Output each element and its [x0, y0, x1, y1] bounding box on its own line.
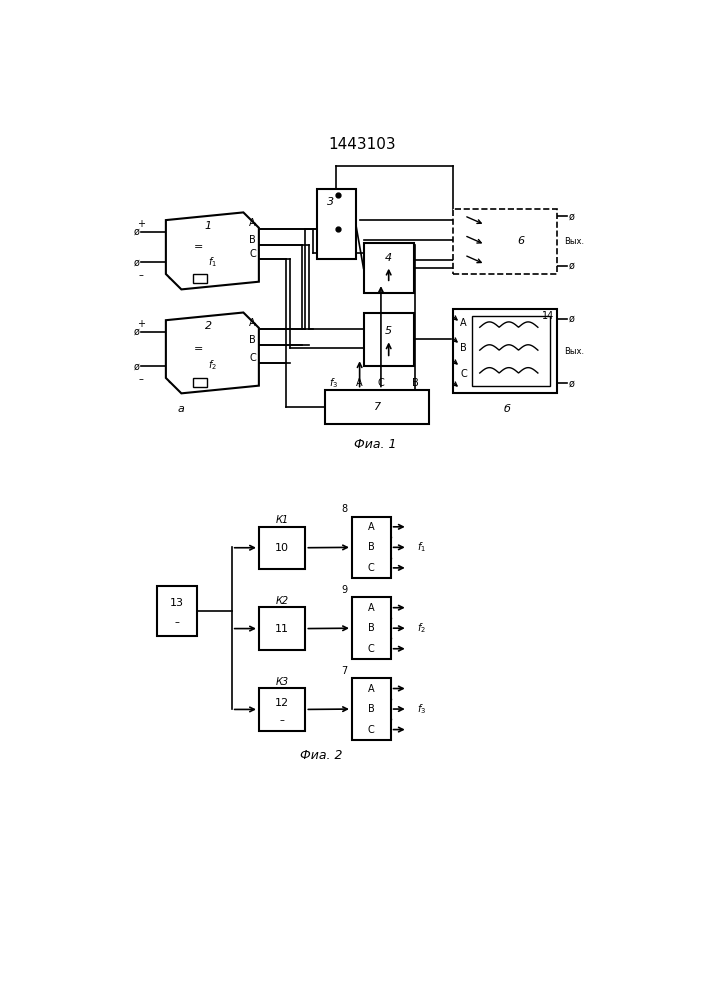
Text: 4: 4	[385, 253, 392, 263]
FancyBboxPatch shape	[352, 678, 391, 740]
Text: 8: 8	[341, 504, 347, 514]
Text: C: C	[368, 725, 375, 735]
Text: 3: 3	[327, 197, 334, 207]
Text: Фиа. 2: Фиа. 2	[300, 749, 342, 762]
Text: A: A	[368, 522, 375, 532]
Text: $f_1$: $f_1$	[208, 256, 217, 269]
FancyBboxPatch shape	[363, 312, 414, 366]
Text: ø: ø	[134, 327, 139, 337]
Text: К1: К1	[276, 515, 288, 525]
Text: B: B	[368, 704, 375, 714]
Text: =: =	[194, 344, 203, 354]
Text: A: A	[250, 318, 256, 328]
Text: ø: ø	[568, 211, 574, 221]
Polygon shape	[166, 312, 259, 393]
FancyBboxPatch shape	[317, 189, 356, 259]
Text: К3: К3	[276, 677, 288, 687]
Text: C: C	[250, 249, 256, 259]
FancyBboxPatch shape	[363, 243, 414, 293]
Text: A: A	[368, 684, 375, 694]
Text: B: B	[250, 235, 256, 245]
FancyBboxPatch shape	[156, 586, 197, 636]
FancyBboxPatch shape	[472, 316, 549, 386]
Text: =: =	[194, 242, 203, 252]
FancyBboxPatch shape	[352, 597, 391, 659]
Text: 7: 7	[341, 666, 347, 676]
Text: 11: 11	[275, 624, 289, 634]
Text: +: +	[137, 219, 145, 229]
Text: 1443103: 1443103	[328, 137, 396, 152]
FancyBboxPatch shape	[352, 517, 391, 578]
Text: $f_3$: $f_3$	[417, 702, 426, 716]
Text: 5: 5	[385, 326, 392, 336]
FancyBboxPatch shape	[193, 274, 207, 283]
Text: C: C	[378, 378, 385, 388]
Text: ø: ø	[568, 378, 574, 388]
Text: б: б	[503, 404, 510, 414]
Text: 1: 1	[205, 221, 212, 231]
Text: C: C	[368, 644, 375, 654]
Text: ø: ø	[134, 257, 139, 267]
Text: 14: 14	[542, 311, 554, 321]
FancyBboxPatch shape	[193, 378, 207, 387]
Text: B: B	[368, 542, 375, 552]
Text: $f_1$: $f_1$	[417, 540, 426, 554]
Text: B: B	[460, 343, 467, 353]
Text: Вых.: Вых.	[564, 237, 585, 246]
Text: B: B	[368, 623, 375, 633]
FancyBboxPatch shape	[259, 607, 305, 650]
Text: $f_3$: $f_3$	[329, 376, 339, 390]
Text: –: –	[139, 374, 144, 384]
Text: A: A	[356, 378, 363, 388]
Text: A: A	[460, 318, 467, 328]
Text: C: C	[368, 563, 375, 573]
Text: Фиа. 1: Фиа. 1	[354, 438, 397, 451]
Text: 10: 10	[275, 543, 289, 553]
Text: C: C	[460, 369, 467, 379]
Text: 13: 13	[170, 598, 184, 608]
Text: 9: 9	[341, 585, 347, 595]
Text: ø: ø	[134, 227, 139, 237]
Text: К2: К2	[276, 596, 288, 606]
Text: 7: 7	[373, 402, 380, 412]
Text: 2: 2	[205, 321, 212, 331]
Text: –: –	[175, 617, 179, 627]
Text: ø: ø	[568, 261, 574, 271]
Text: –: –	[280, 715, 284, 725]
Text: ø: ø	[568, 314, 574, 324]
Text: Вых.: Вых.	[564, 347, 585, 356]
FancyBboxPatch shape	[325, 389, 429, 424]
FancyBboxPatch shape	[452, 309, 557, 393]
Text: –: –	[139, 271, 144, 281]
Text: $f_2$: $f_2$	[417, 621, 426, 635]
Polygon shape	[166, 212, 259, 289]
Text: +: +	[137, 319, 145, 329]
FancyBboxPatch shape	[452, 209, 557, 274]
Text: A: A	[368, 603, 375, 613]
Text: B: B	[412, 378, 419, 388]
Text: $f_2$: $f_2$	[208, 358, 217, 372]
Text: C: C	[250, 353, 256, 363]
FancyBboxPatch shape	[259, 688, 305, 731]
FancyBboxPatch shape	[259, 527, 305, 569]
Text: 12: 12	[275, 698, 289, 708]
Text: 6: 6	[517, 236, 524, 246]
Text: B: B	[250, 335, 256, 345]
Text: ø: ø	[134, 361, 139, 371]
Text: A: A	[250, 218, 256, 228]
Text: а: а	[178, 404, 185, 414]
